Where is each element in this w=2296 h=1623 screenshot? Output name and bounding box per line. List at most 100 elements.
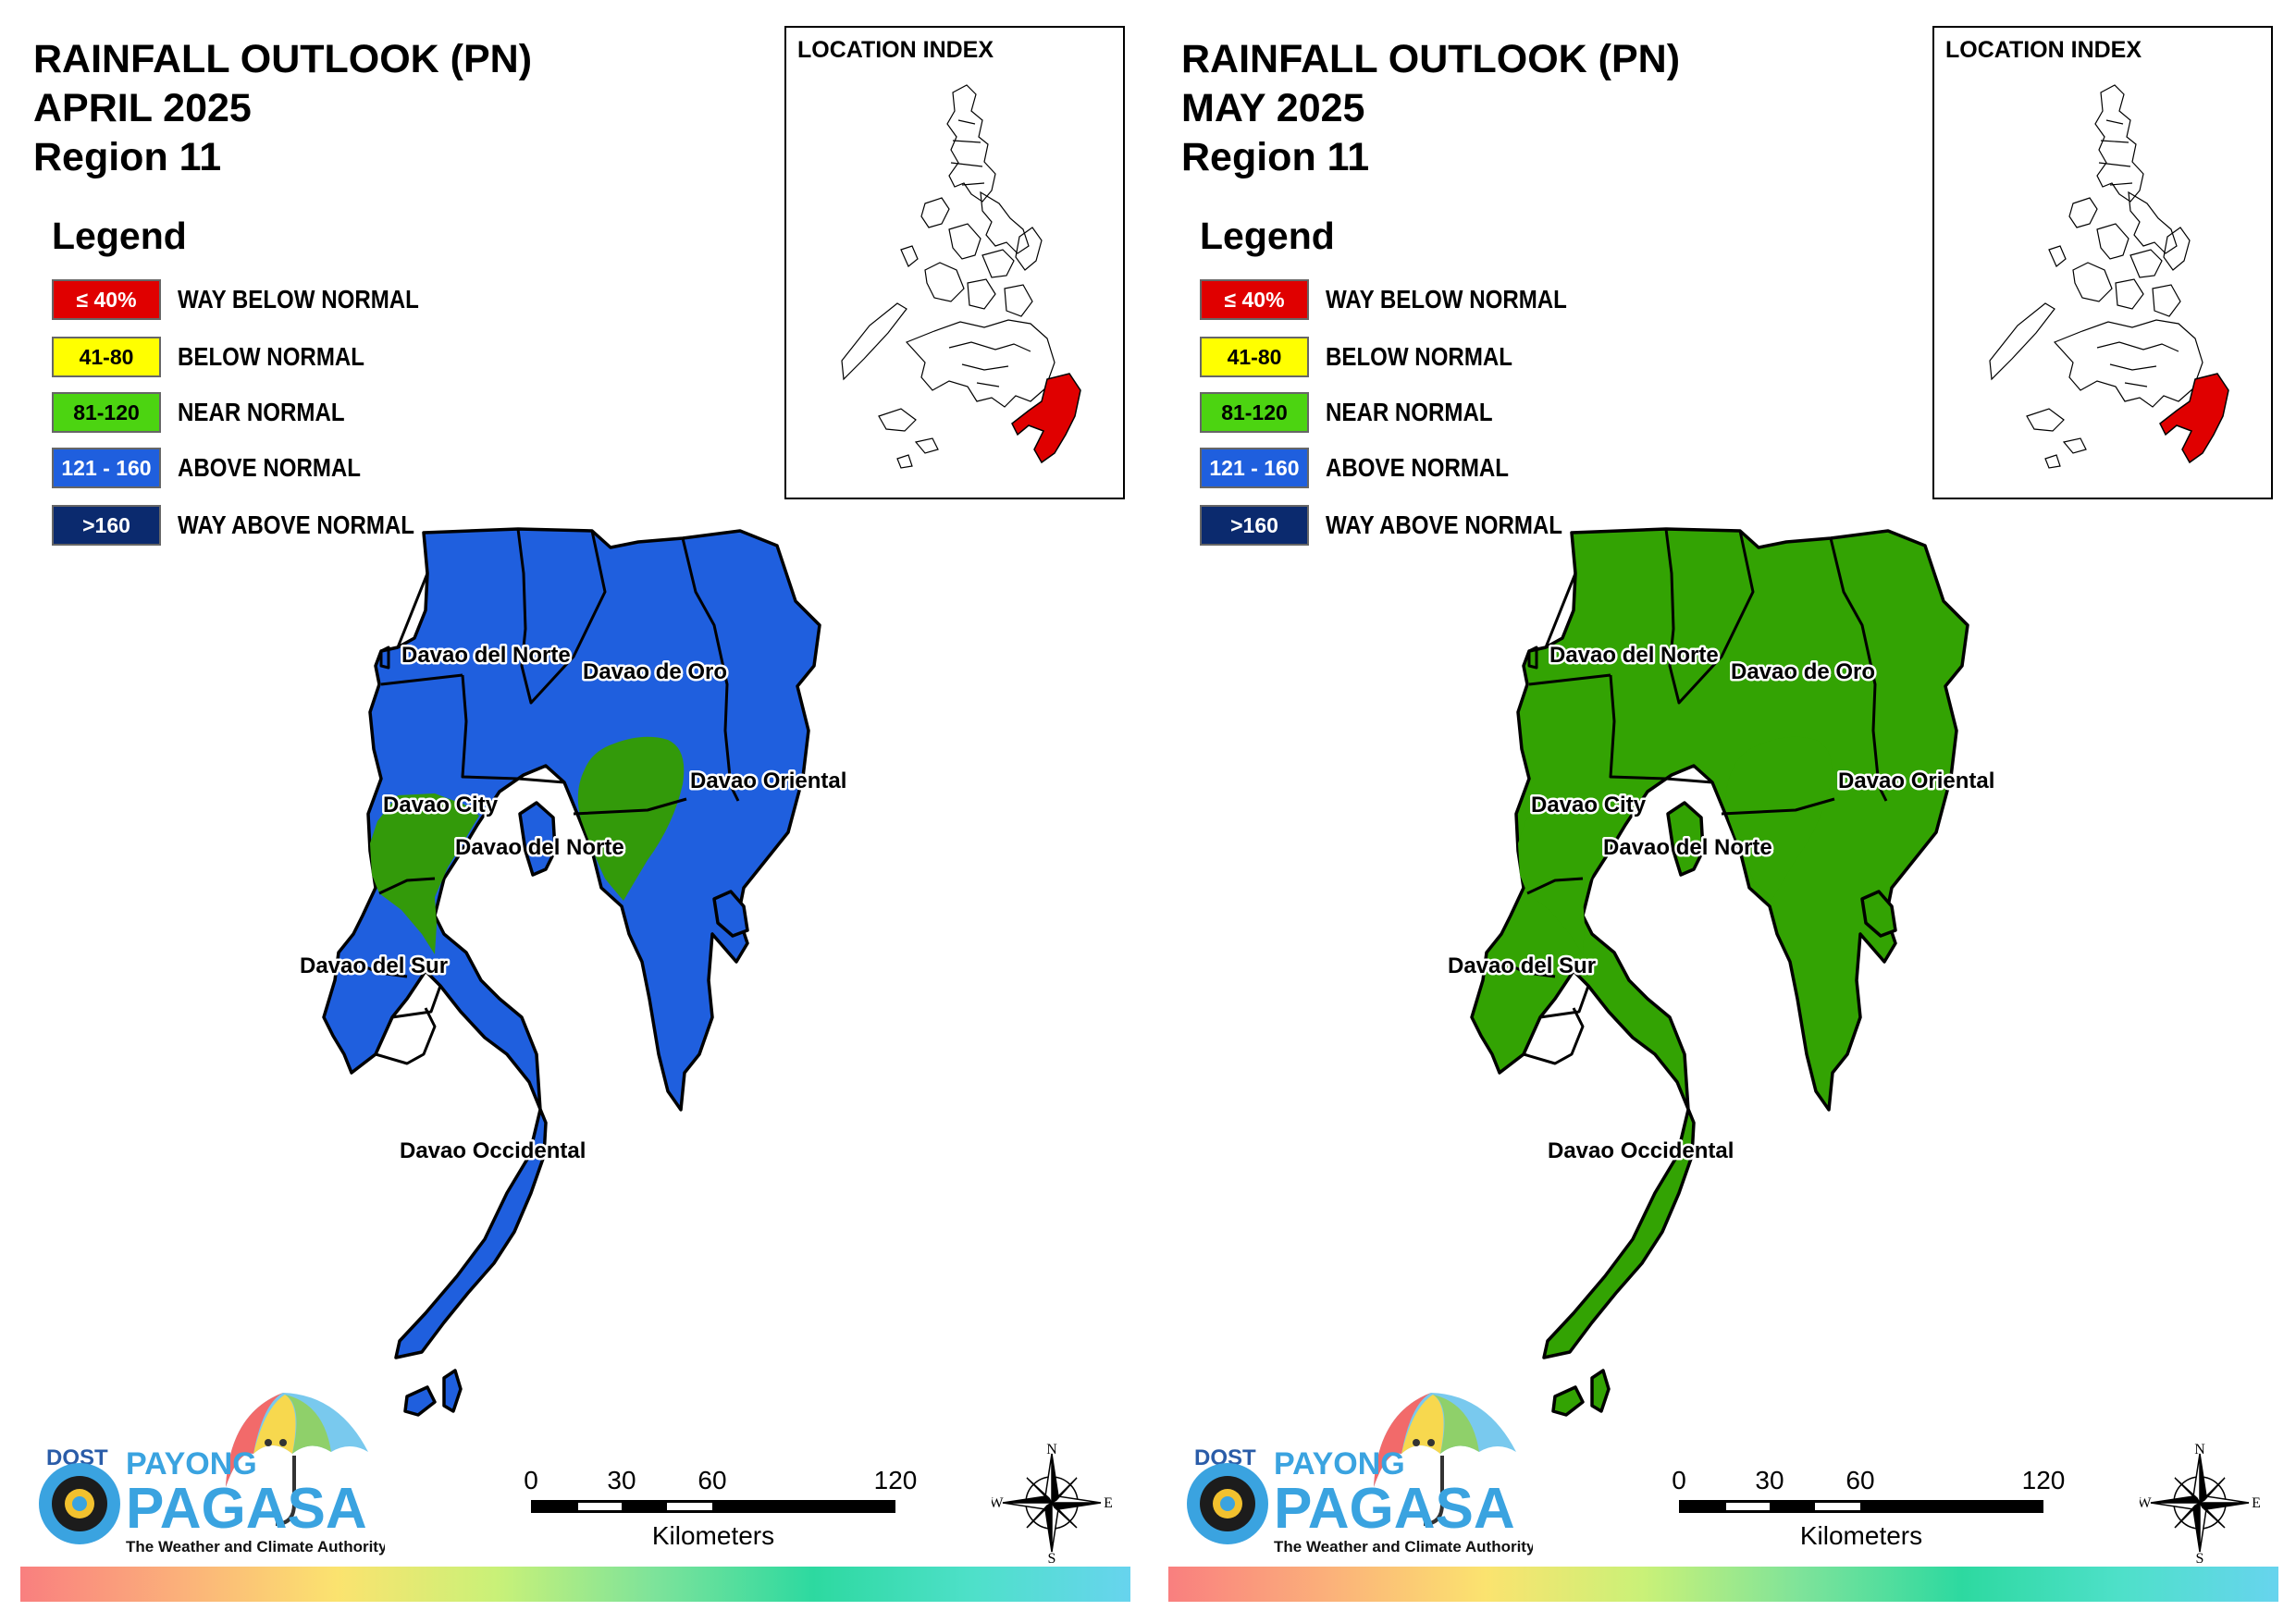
- label-davao-del-norte-top: Davao del Norte: [401, 643, 571, 668]
- legend-label: BELOW NORMAL: [178, 342, 364, 371]
- legend-label: BELOW NORMAL: [1326, 342, 1512, 371]
- label-davao-occidental: Davao Occidental: [1548, 1138, 1734, 1163]
- title-line-2: APRIL 2025: [33, 86, 252, 130]
- legend-label: NEAR NORMAL: [178, 398, 345, 426]
- label-davao-oriental: Davao Oriental: [690, 768, 846, 793]
- title-line-2: MAY 2025: [1181, 86, 1365, 130]
- legend-swatch: >160: [52, 505, 161, 546]
- outlook-panel-1: RAINFALL OUTLOOK (PN) APRIL 2025 Region …: [20, 26, 1130, 1602]
- location-index-title: LOCATION INDEX: [1945, 37, 2142, 63]
- region-11-map: Davao del Norte Davao de Oro Davao Orien…: [1446, 527, 1997, 1417]
- legend-swatch: 81-120: [52, 392, 161, 433]
- label-davao-oriental: Davao Oriental: [1838, 768, 1994, 793]
- legend-swatch: ≤ 40%: [52, 279, 161, 320]
- payong-pagasa-logo: DOST PAYONG PAGASA The Weather and Clima…: [39, 1393, 385, 1555]
- legend-item: 81-120 NEAR NORMAL: [1200, 392, 1681, 433]
- legend-item: 121 - 160 ABOVE NORMAL: [1200, 448, 1681, 488]
- scale-unit-label: Kilometers: [1800, 1521, 1922, 1550]
- compass-n: N: [1046, 1443, 1057, 1457]
- scale-tick-120: 120: [2022, 1466, 2066, 1494]
- scale-tick-120: 120: [874, 1466, 918, 1494]
- label-davao-de-oro: Davao de Oro: [583, 659, 727, 684]
- title-line-3: Region 11: [33, 135, 222, 179]
- north-arrow-compass-icon: N S E W: [2140, 1443, 2260, 1563]
- label-davao-del-norte-mid: Davao del Norte: [1603, 835, 1772, 860]
- legend-swatch: 81-120: [1200, 392, 1309, 433]
- compass-w: W: [992, 1495, 1004, 1511]
- legend-item: 41-80 BELOW NORMAL: [1200, 337, 1681, 377]
- scale-bar-frame: [1679, 1500, 2043, 1513]
- label-davao-city: Davao City: [1531, 793, 1647, 818]
- legend-label: NEAR NORMAL: [1326, 398, 1493, 426]
- map-title: RAINFALL OUTLOOK (PN) APRIL 2025 Region …: [33, 35, 532, 182]
- philippines-outline-map: [841, 84, 1081, 469]
- legend-item: >160 WAY ABOVE NORMAL: [1200, 505, 1681, 546]
- legend-swatch: ≤ 40%: [1200, 279, 1309, 320]
- title-line-1: RAINFALL OUTLOOK (PN): [1181, 37, 1681, 81]
- logo-pagasa-text: PAGASA: [126, 1477, 367, 1541]
- location-index-map: LOCATION INDEX: [784, 26, 1125, 499]
- legend-title: Legend: [52, 215, 187, 257]
- north-arrow-compass-icon: N S E W: [992, 1443, 1112, 1563]
- color-gradient-footer-bar: [1168, 1567, 2278, 1602]
- scale-tick-60: 60: [1845, 1466, 1874, 1494]
- legend-swatch: 121 - 160: [1200, 448, 1309, 488]
- title-line-1: RAINFALL OUTLOOK (PN): [33, 37, 533, 81]
- outlook-panel-2: RAINFALL OUTLOOK (PN) MAY 2025 Region 11…: [1148, 0, 2296, 1623]
- map-title: RAINFALL OUTLOOK (PN) MAY 2025 Region 11: [1181, 35, 1680, 182]
- legend-item: ≤ 40% WAY BELOW NORMAL: [52, 279, 533, 320]
- label-davao-del-sur: Davao del Sur: [1448, 953, 1596, 978]
- legend-label: WAY ABOVE NORMAL: [1326, 510, 1562, 539]
- region-11-highlight: [1011, 373, 1081, 464]
- location-index-map: LOCATION INDEX: [1932, 26, 2273, 499]
- label-davao-del-norte-top: Davao del Norte: [1549, 643, 1719, 668]
- scale-unit-label: Kilometers: [652, 1521, 774, 1550]
- scale-tick-0: 0: [524, 1466, 538, 1494]
- logo-tagline: The Weather and Climate Authority: [1274, 1538, 1533, 1555]
- legend-item: 81-120 NEAR NORMAL: [52, 392, 533, 433]
- scale-bar: 0 30 60 120 Kilometers: [1672, 1466, 2066, 1550]
- umbrella-icon: [226, 1393, 368, 1526]
- logo-tagline: The Weather and Climate Authority: [126, 1538, 385, 1555]
- philippines-outline-map: [1989, 84, 2229, 469]
- logo-pagasa-text: PAGASA: [1274, 1477, 1515, 1541]
- region-11-highlight: [2159, 373, 2229, 464]
- scale-tick-30: 30: [1755, 1466, 1784, 1494]
- scale-bar: 0 30 60 120 Kilometers: [524, 1466, 918, 1550]
- legend-swatch: 121 - 160: [52, 448, 161, 488]
- legend-label: WAY ABOVE NORMAL: [178, 510, 414, 539]
- label-davao-occidental: Davao Occidental: [400, 1138, 586, 1163]
- legend-title: Legend: [1200, 215, 1335, 257]
- dost-seal-icon: [1187, 1463, 1268, 1544]
- logo-payong-text: PAYONG: [1274, 1446, 1405, 1482]
- dost-seal-icon: [39, 1463, 120, 1544]
- legend-swatch: 41-80: [52, 337, 161, 377]
- legend-item: >160 WAY ABOVE NORMAL: [52, 505, 533, 546]
- label-davao-del-norte-mid: Davao del Norte: [455, 835, 624, 860]
- color-gradient-footer-bar: [20, 1567, 1130, 1602]
- logo-payong-text: PAYONG: [126, 1446, 257, 1482]
- compass-e: E: [1104, 1495, 1112, 1511]
- compass-s: S: [1048, 1551, 1056, 1563]
- region-11-map: Davao del Norte Davao de Oro Davao Orien…: [300, 527, 847, 1417]
- compass-e: E: [2252, 1495, 2260, 1511]
- legend-swatch: >160: [1200, 505, 1309, 546]
- legend-item: 121 - 160 ABOVE NORMAL: [52, 448, 533, 488]
- compass-s: S: [2196, 1551, 2204, 1563]
- legend-swatch: 41-80: [1200, 337, 1309, 377]
- legend-label: ABOVE NORMAL: [178, 453, 362, 482]
- compass-n: N: [2194, 1443, 2205, 1457]
- location-index-title: LOCATION INDEX: [797, 37, 994, 63]
- label-davao-del-sur: Davao del Sur: [300, 953, 448, 978]
- umbrella-icon: [1374, 1393, 1516, 1526]
- legend-label: WAY BELOW NORMAL: [1326, 285, 1567, 314]
- scale-tick-60: 60: [697, 1466, 726, 1494]
- scale-tick-30: 30: [607, 1466, 636, 1494]
- legend-item: ≤ 40% WAY BELOW NORMAL: [1200, 279, 1681, 320]
- legend-label: ABOVE NORMAL: [1326, 453, 1510, 482]
- label-davao-city: Davao City: [383, 793, 499, 818]
- legend-label: WAY BELOW NORMAL: [178, 285, 419, 314]
- legend-item: 41-80 BELOW NORMAL: [52, 337, 533, 377]
- label-davao-de-oro: Davao de Oro: [1731, 659, 1875, 684]
- payong-pagasa-logo: DOST PAYONG PAGASA The Weather and Clima…: [1187, 1393, 1533, 1555]
